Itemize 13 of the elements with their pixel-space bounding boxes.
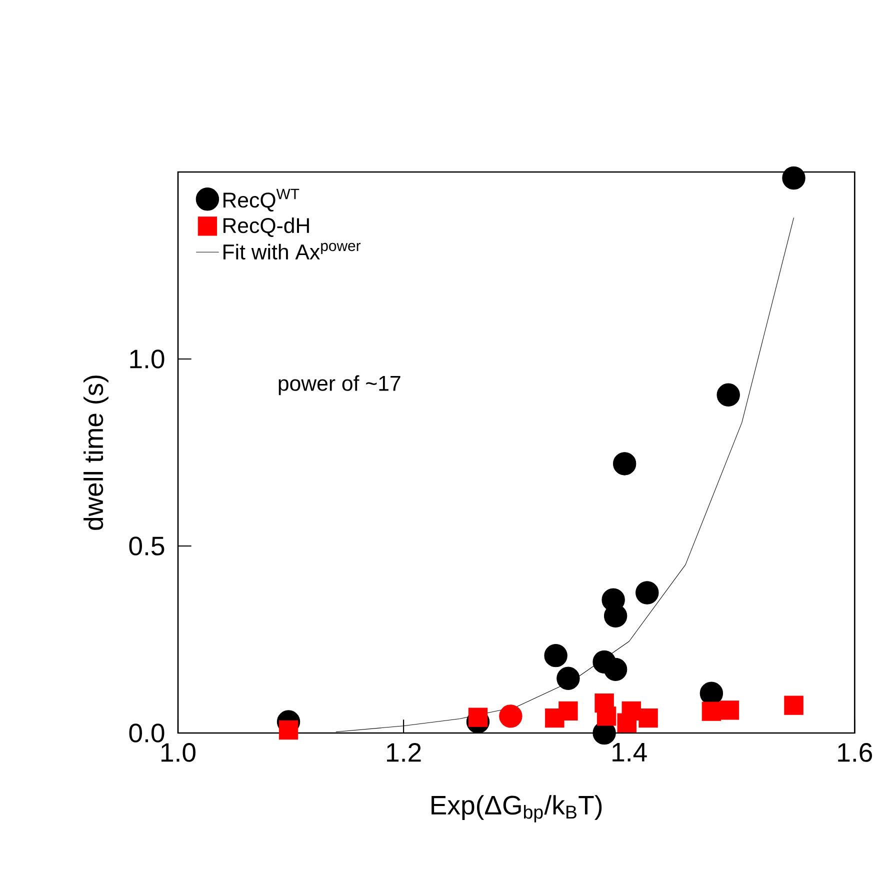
x-tick-label: 1.0 <box>162 743 196 762</box>
legend-label: Fit with Ax$^{power}$ <box>224 242 361 260</box>
x-tick-label: 1.2 <box>387 743 421 762</box>
y-axis-title: dwell time (s) <box>84 376 109 530</box>
x-tick-label: 1.4 <box>612 743 648 762</box>
legend-label: RecQ$^{WT}$ <box>224 188 300 212</box>
y-tick-label: 0.5 <box>129 536 164 556</box>
annotation: power of ~17 <box>279 375 400 396</box>
legend-label: RecQ-dH <box>224 217 310 237</box>
x-tick-label: 1.6 <box>838 743 872 762</box>
y-tick-label: 1.0 <box>130 350 164 368</box>
x-axis-title: Exp(ΔG$_{bp}$/k$_{B}$T) <box>432 795 602 822</box>
y-tick-label: 0.0 <box>129 724 164 742</box>
